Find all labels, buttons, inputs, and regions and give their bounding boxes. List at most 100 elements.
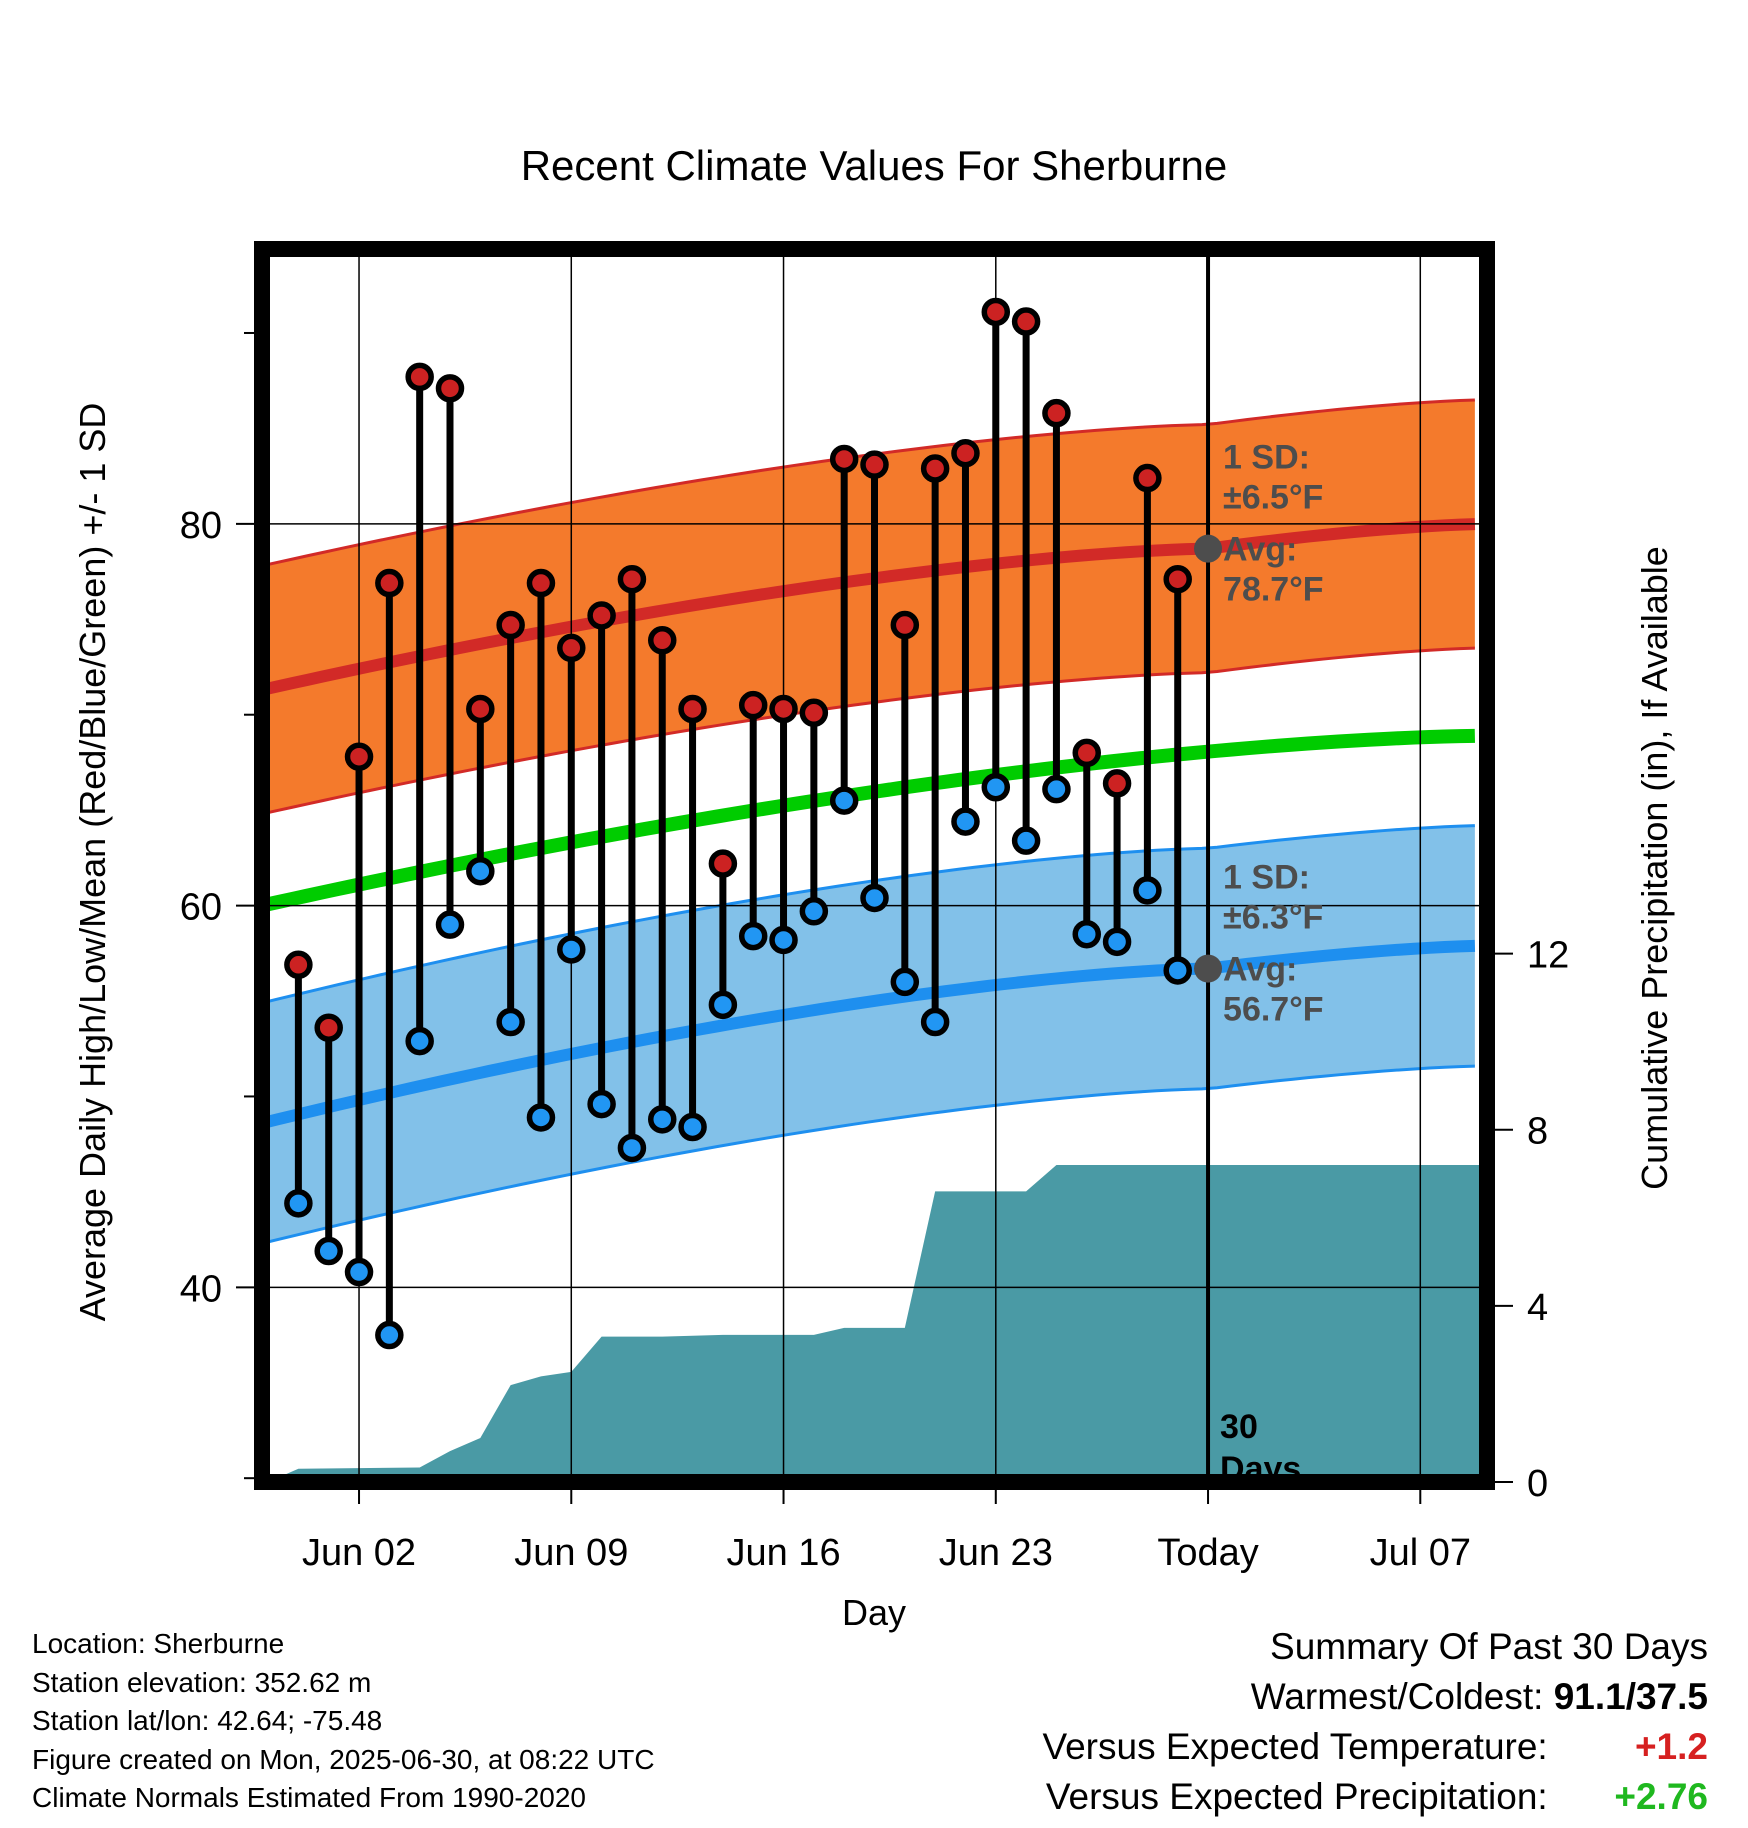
today-normal-low-marker (1194, 954, 1223, 983)
y-right-tick-label: 8 (1527, 1111, 1548, 1153)
plot-content (262, 398, 1481, 1482)
y-left-tick-label: 60 (180, 887, 222, 929)
y-left-tick-label: 80 (180, 505, 222, 547)
low-point (526, 1103, 556, 1132)
low-point (920, 1007, 950, 1037)
high-band-label-0: 1 SD: (1223, 439, 1310, 477)
created-text: Figure created on Mon, 2025-06-30, at 08… (32, 1743, 655, 1775)
y-right-tick-label: 12 (1527, 935, 1569, 977)
low-band-label-0: 1 SD: (1223, 859, 1310, 897)
low-point (738, 921, 768, 951)
x-tick-label: Jun 09 (514, 1532, 628, 1574)
normal-low-band (262, 825, 1475, 1244)
low-point (981, 772, 1011, 802)
high-point (526, 568, 556, 598)
x-axis-label: Day (842, 1592, 906, 1633)
normal-low-band-upper (262, 824, 1475, 1005)
high-point (1102, 769, 1132, 798)
x-tick-label: Jun 16 (726, 1532, 840, 1574)
high-point (284, 950, 313, 980)
y-right-tick-label: 0 (1527, 1463, 1548, 1505)
low-band-label-2: Avg: (1223, 951, 1297, 989)
low-point (1102, 927, 1132, 957)
low-point (1042, 774, 1071, 804)
high-point (738, 690, 768, 720)
high-point (951, 438, 980, 468)
low-point (375, 1320, 404, 1350)
low-point (647, 1105, 677, 1134)
summary-title: Summary Of Past 30 Days (1270, 1626, 1708, 1667)
y-axis-left-label: Average Daily High/Low/Mean (Red/Blue/Gr… (72, 403, 113, 1322)
high-point (708, 849, 738, 878)
low-point (496, 1007, 525, 1037)
y-right-tick-label: 4 (1527, 1287, 1548, 1329)
low-point (829, 786, 859, 815)
high-point (829, 444, 859, 474)
today-normal-high-marker (1194, 534, 1223, 563)
high-point (405, 362, 434, 392)
normal-low-line (262, 939, 1476, 1129)
precip-value: +2.76 (1614, 1776, 1708, 1817)
normal-high-band (262, 400, 1475, 814)
low-point (708, 990, 738, 1020)
high-point (557, 633, 586, 663)
x-tick-label: Jun 23 (939, 1532, 1053, 1574)
high-point (981, 297, 1011, 327)
high-point (1011, 307, 1041, 336)
low-point (587, 1089, 616, 1119)
low-point (557, 935, 586, 964)
temp-value: +1.2 (1634, 1726, 1708, 1767)
warm-cold-row: Warmest/Coldest: 91.1/37.5 (1042, 1672, 1708, 1722)
high-point (466, 694, 495, 724)
warm-cold-value: 91.1/37.5 (1553, 1676, 1708, 1717)
high-point (435, 374, 465, 403)
high-band-label-1: ±6.5°F (1223, 479, 1323, 517)
high-point (587, 601, 616, 630)
location-text: Location: Sherburne (32, 1628, 285, 1659)
low-point (799, 897, 829, 926)
high-point (678, 694, 707, 724)
high-point (647, 626, 677, 655)
low-point (1072, 919, 1102, 949)
precip-label: Versus Expected Precipitation: (1045, 1776, 1548, 1817)
high-point (314, 1013, 343, 1042)
precip-row: Versus Expected Precipitation: +2.76 (1042, 1772, 1708, 1822)
high-point (496, 610, 525, 640)
low-point (1011, 826, 1041, 855)
high-point (799, 698, 829, 728)
high-point (860, 450, 889, 479)
low-point (769, 925, 798, 955)
precipitation-area (268, 1164, 1481, 1482)
low-point (435, 910, 465, 939)
high-point (890, 610, 920, 640)
plot-frame (254, 241, 1495, 1490)
low-point (617, 1133, 647, 1163)
days-label-0: 30 (1220, 1408, 1258, 1446)
low-point (284, 1189, 313, 1218)
normal-low-band-lower (262, 1064, 1475, 1245)
normal-high-line (262, 518, 1476, 696)
low-point (860, 883, 889, 913)
low-band-label-1: ±6.3°F (1223, 899, 1323, 937)
low-point (466, 856, 495, 886)
x-tick-label: Jun 02 (302, 1532, 416, 1574)
low-point (405, 1026, 434, 1056)
high-point (344, 742, 374, 771)
high-point (769, 694, 798, 724)
x-tick-label: Jul 07 (1370, 1532, 1471, 1574)
y-left-tick-label: 40 (180, 1268, 222, 1310)
summary-panel: Summary Of Past 30 Days Warmest/Coldest:… (1042, 1622, 1708, 1822)
x-tick-label: Today (1157, 1532, 1258, 1574)
elevation-text: Station elevation: 352.62 m (32, 1666, 372, 1698)
station-info: Location: Sherburne Station elevation: 3… (32, 1625, 655, 1818)
high-band-label-2: Avg: (1223, 531, 1297, 569)
y-axis-right-label: Cumulative Precipitation (in), If Availa… (1634, 546, 1675, 1190)
temp-label: Versus Expected Temperature: (1042, 1726, 1548, 1767)
low-point (678, 1112, 707, 1142)
warm-cold-label: Warmest/Coldest: (1250, 1676, 1544, 1717)
normal-high-band-lower (262, 646, 1475, 816)
low-point (344, 1257, 374, 1287)
low-band-label-3: 56.7°F (1223, 991, 1324, 1029)
chart-title: Recent Climate Values For Sherburne (521, 142, 1228, 189)
